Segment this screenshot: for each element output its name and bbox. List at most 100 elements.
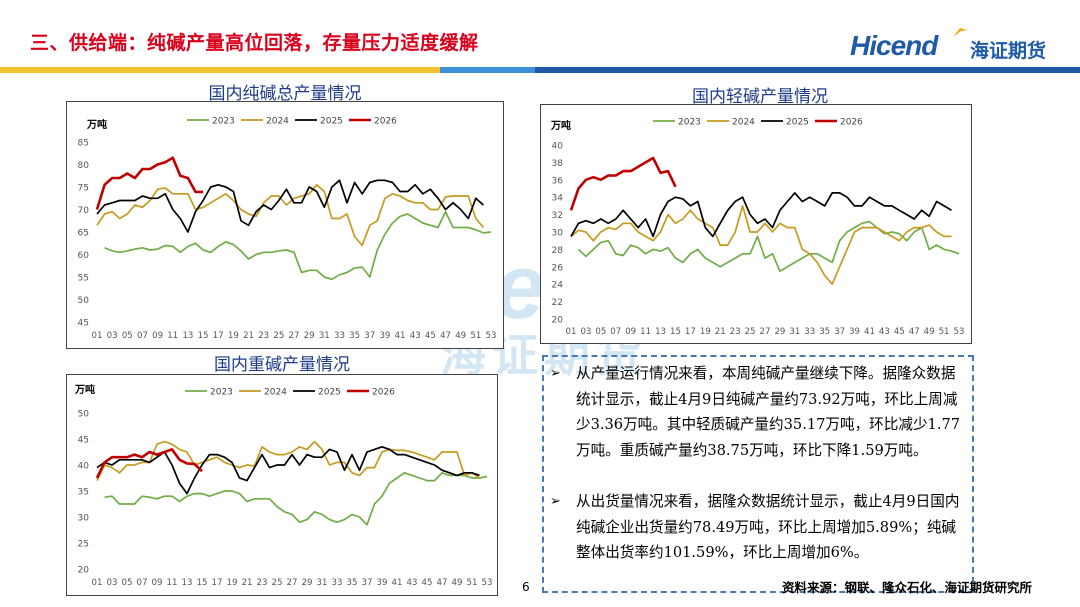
- data-source-note: 资料来源：钢联、隆众石化、海证期货研究所: [782, 580, 1033, 595]
- x-tick-label: 51: [467, 578, 478, 588]
- y-tick-label: 38: [552, 159, 564, 169]
- x-tick-label: 47: [440, 331, 451, 341]
- legend-label-2025: 2025: [318, 388, 341, 398]
- y-tick-label: 60: [78, 251, 90, 261]
- x-tick-label: 13: [182, 578, 193, 588]
- x-tick-label: 27: [760, 327, 771, 337]
- legend-label-2026: 2026: [840, 118, 863, 128]
- brand-logo: Hicend 海证期货: [850, 28, 1050, 66]
- x-tick-label: 05: [122, 578, 133, 588]
- analysis-box: ➢ 从产量运行情况来看，本周纯碱产量继续下降。据隆众数据统计显示，截止4月9日纯…: [542, 355, 974, 593]
- x-tick-label: 11: [167, 578, 178, 588]
- x-tick-label: 41: [864, 327, 875, 337]
- x-tick-label: 09: [152, 331, 163, 341]
- y-tick-label: 40: [552, 142, 564, 152]
- legend-label-2024: 2024: [264, 388, 287, 398]
- series-line-2026: [95, 448, 203, 479]
- legend-label-2024: 2024: [732, 118, 755, 128]
- y-tick-label: 65: [78, 229, 89, 239]
- x-tick-label: 01: [92, 331, 103, 341]
- x-tick-label: 27: [289, 331, 300, 341]
- x-tick-label: 09: [152, 578, 163, 588]
- x-tick-label: 23: [258, 331, 269, 341]
- x-tick-label: 15: [197, 578, 208, 588]
- x-tick-label: 19: [228, 331, 239, 341]
- chart-panel-light: 万吨 20 22 24 26 28 30 32 34 36 38 40 01 03 05 07 09 11 13 15…: [540, 104, 972, 344]
- x-tick-label: 05: [595, 327, 606, 337]
- x-tick-label: 29: [774, 327, 785, 337]
- x-tick-label: 07: [610, 327, 621, 337]
- x-tick-label: 17: [213, 331, 224, 341]
- x-tick-label: 19: [227, 578, 238, 588]
- series-line-2023: [577, 220, 960, 273]
- x-tick-label: 21: [243, 331, 254, 341]
- legend-label-2026: 2026: [374, 117, 397, 127]
- x-tick-label: 11: [167, 331, 178, 341]
- x-tick-label: 09: [625, 327, 636, 337]
- x-tick-label: 11: [640, 327, 651, 337]
- x-tick-label: 07: [137, 578, 148, 588]
- y-tick-label: 30: [552, 229, 564, 239]
- y-tick-label: 75: [78, 184, 89, 194]
- y-tick-label: 50: [78, 410, 90, 420]
- x-tick-label: 17: [685, 327, 696, 337]
- x-tick-label: 43: [407, 578, 418, 588]
- x-tick-label: 47: [909, 327, 920, 337]
- x-tick-label: 23: [257, 578, 268, 588]
- series-line-2023: [104, 210, 492, 281]
- x-tick-label: 21: [242, 578, 253, 588]
- x-tick-label: 41: [392, 578, 403, 588]
- x-tick-label: 01: [92, 578, 103, 588]
- x-tick-label: 15: [198, 331, 209, 341]
- chart-total: 万吨 45 50 55 60 65 70 75 80 85 01 03 05 07 09 11 13 15 17 19…: [78, 117, 497, 342]
- legend-label-2025: 2025: [320, 117, 343, 127]
- y-tick-label: 32: [552, 211, 563, 221]
- x-tick-label: 29: [302, 578, 313, 588]
- x-tick-label: 49: [924, 327, 935, 337]
- analysis-text-1: 从产量运行情况来看，本周纯碱产量继续下降。据隆众数据统计显示，截止4月9日纯碱产…: [576, 365, 961, 459]
- y-tick-label: 28: [552, 246, 564, 256]
- x-tick-label: 45: [425, 331, 436, 341]
- x-tick-label: 25: [745, 327, 756, 337]
- y-tick-label: 36: [552, 176, 564, 186]
- legend-label-2026: 2026: [372, 388, 395, 398]
- analysis-text-2: 从出货量情况来看，据隆众数据统计显示，截止4月9日国内纯碱企业出货量约78.49…: [576, 493, 960, 561]
- x-tick-label: 31: [319, 331, 330, 341]
- y-tick-label: 25: [78, 540, 89, 550]
- chart-title-total: 国内纯碱总产量情况: [208, 84, 362, 104]
- chart-light: 万吨 20 22 24 26 28 30 32 34 36 38 40 01 03 05 07 09 11 13 15…: [550, 118, 964, 338]
- series-line-2026: [569, 156, 677, 211]
- y-tick-label: 40: [78, 462, 90, 472]
- x-tick-label: 19: [700, 327, 711, 337]
- y-tick-label: 24: [552, 281, 564, 291]
- series-line-2026: [95, 156, 204, 210]
- y-unit-label: 万吨: [86, 118, 107, 131]
- x-tick-label: 33: [804, 327, 815, 337]
- x-tick-label: 45: [894, 327, 905, 337]
- x-tick-label: 03: [107, 578, 118, 588]
- x-tick-label: 43: [410, 331, 421, 341]
- x-tick-label: 39: [849, 327, 860, 337]
- y-unit-label: 万吨: [550, 119, 571, 132]
- y-tick-label: 80: [78, 161, 90, 171]
- x-tick-label: 39: [377, 578, 388, 588]
- x-tick-label: 17: [212, 578, 223, 588]
- x-tick-label: 25: [273, 331, 284, 341]
- x-tick-label: 13: [655, 327, 666, 337]
- x-tick-label: 33: [332, 578, 343, 588]
- x-tick-label: 07: [137, 331, 148, 341]
- x-tick-label: 35: [347, 578, 358, 588]
- legend-label-2023: 2023: [212, 117, 235, 127]
- logo-chinese-name: 海证期货: [970, 40, 1047, 62]
- chart-panel-total: 万吨 45 50 55 60 65 70 75 80 85 01 03 05 07 09 11 13 15 17 19…: [66, 101, 504, 349]
- chart-title-heavy: 国内重碱产量情况: [214, 355, 350, 375]
- legend-label-2023: 2023: [678, 118, 701, 128]
- x-tick-label: 35: [819, 327, 830, 337]
- x-tick-label: 43: [879, 327, 890, 337]
- x-tick-label: 21: [715, 327, 726, 337]
- series-line-2025: [96, 179, 484, 233]
- series-line-2023: [104, 471, 488, 526]
- x-tick-label: 13: [182, 331, 193, 341]
- x-tick-label: 51: [470, 331, 481, 341]
